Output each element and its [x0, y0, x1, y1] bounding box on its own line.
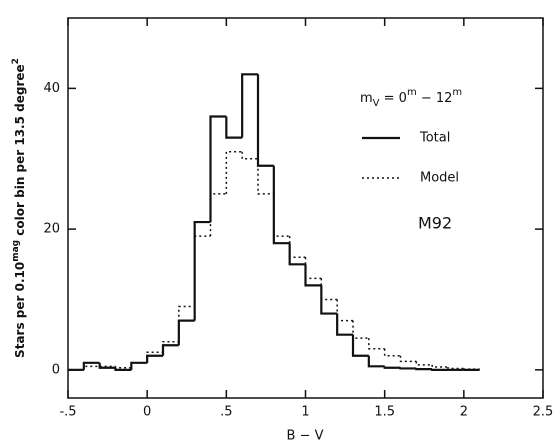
plot-frame [67, 17, 544, 399]
histogram-step [272, 165, 290, 245]
y-axis-label: Stars per 0.10mag color bin per 13.5 deg… [11, 58, 27, 358]
x-tick-label: 2 [460, 405, 468, 420]
y-label-part: mag [11, 240, 21, 262]
histogram-step [209, 115, 227, 223]
histogram-step [367, 355, 385, 368]
annotation-part: − 12 [417, 91, 453, 106]
histogram-step [336, 313, 353, 336]
histogram-step [304, 264, 322, 287]
x-tick-label: 2.5 [533, 405, 554, 420]
annotation-part: m [360, 91, 373, 106]
legend-label: Model [420, 171, 459, 186]
histogram-step [193, 220, 211, 321]
histogram-step [336, 299, 353, 322]
histogram-step [146, 354, 163, 363]
histogram-step [241, 73, 258, 138]
histogram-step [288, 243, 306, 266]
histogram-step [352, 320, 369, 339]
y-tick-label: 20 [43, 222, 60, 237]
histogram-step [130, 362, 148, 368]
histogram-step [351, 334, 369, 357]
histogram-step [399, 367, 417, 370]
histogram-step [431, 368, 448, 371]
x-axis-label: B − V [287, 429, 324, 444]
annotation-part: m [452, 87, 462, 98]
histogram-step [177, 319, 195, 346]
histogram-step [320, 285, 338, 315]
histogram-step [288, 236, 306, 259]
histogram-step [209, 193, 227, 237]
histogram-step [463, 368, 480, 370]
y-label-part: Stars per 0.10 [13, 262, 27, 358]
histogram-step [320, 278, 338, 301]
histogram-step [114, 367, 132, 371]
legend-label: Total [419, 131, 450, 146]
histogram-step [178, 305, 195, 342]
histogram-step [146, 351, 163, 363]
y-label-part: color bin per 13.5 degree [13, 64, 27, 240]
y-tick-label: 0 [52, 362, 60, 377]
y-tick-label: 40 [43, 81, 60, 96]
y-label-part: 2 [11, 58, 21, 64]
histogram-step [383, 366, 401, 369]
x-tick-label: -.5 [59, 405, 76, 420]
histogram-step [161, 344, 179, 356]
histogram-step [225, 116, 243, 139]
histogram-step [399, 355, 417, 363]
histogram-step [83, 365, 100, 370]
histogram-step [98, 362, 116, 369]
histogram-step [273, 193, 290, 237]
histogram-step [162, 340, 179, 353]
x-tick-label: 0 [143, 405, 151, 420]
histogram-step [383, 348, 401, 357]
histogram-step [225, 150, 243, 194]
annotation-part: V [373, 98, 380, 109]
annotation-part: m [407, 87, 417, 98]
histogram-step [447, 367, 464, 370]
histogram-step [114, 366, 132, 369]
annotation: mV = 0m − 12m [360, 87, 462, 109]
histogram-step [256, 74, 274, 167]
cluster-label: M92 [418, 214, 452, 233]
histogram-step [415, 361, 433, 366]
histogram-step [431, 364, 448, 368]
histogram-step [304, 257, 322, 280]
histogram-step [82, 361, 100, 370]
annotation-part: = 0 [380, 91, 407, 106]
x-tick-label: 1.5 [374, 405, 395, 420]
x-tick-label: .5 [220, 405, 232, 420]
histogram-step [257, 158, 274, 195]
histogram-step [130, 361, 148, 370]
x-tick-label: 1 [301, 405, 309, 420]
histogram-step [241, 151, 258, 160]
histogram-step [193, 235, 211, 307]
histogram-step [368, 338, 385, 350]
histogram-step [415, 368, 433, 371]
